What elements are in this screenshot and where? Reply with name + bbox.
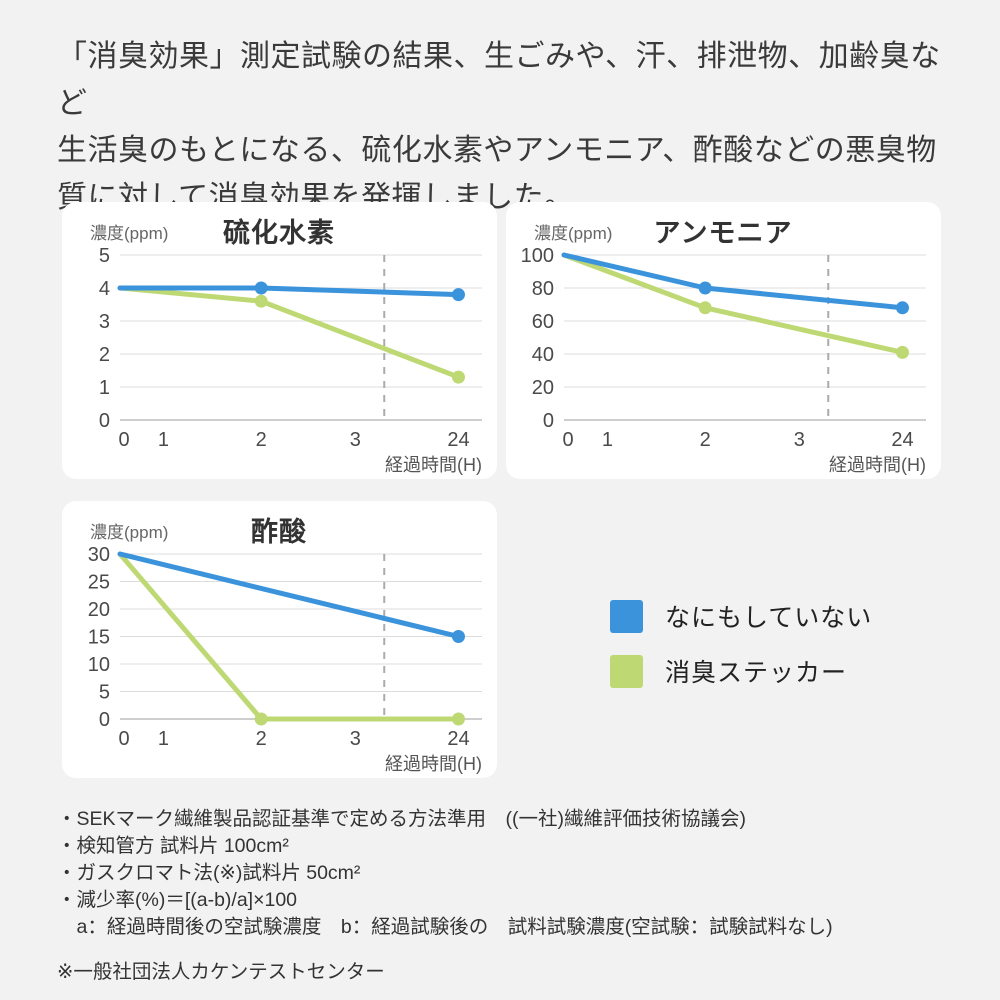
svg-text:経過時間(H): 経過時間(H)	[385, 455, 482, 475]
svg-text:0: 0	[99, 410, 110, 432]
svg-text:1: 1	[602, 429, 613, 451]
svg-text:経過時間(H): 経過時間(H)	[829, 455, 926, 475]
svg-text:24: 24	[891, 429, 913, 451]
test-center-footnote: ※一般社団法人カケンテストセンター	[57, 961, 385, 983]
svg-text:60: 60	[532, 311, 554, 333]
chart-card-hydrogen-sulfide: 0 1 2 3 4 5 0 1 2 3 24 経過時間(H) 濃度(ppm) 硫化水素	[62, 202, 497, 479]
svg-text:0: 0	[562, 429, 573, 451]
svg-text:80: 80	[532, 278, 554, 300]
legend-item-deodorizing-sticker: 消臭ステッカー	[610, 653, 872, 689]
svg-text:4: 4	[99, 278, 110, 300]
svg-text:0: 0	[99, 709, 110, 731]
svg-text:硫化水素: 硫化水素	[223, 217, 335, 248]
svg-text:0: 0	[118, 728, 129, 750]
ammonia-line-chart: 0 20 40 60 80 100 0 1 2 3 24 経過時間(H) 濃度(ppm) アンモニア	[521, 218, 926, 475]
note-line: ・検知管方 試料片 100cm²	[57, 835, 289, 857]
svg-text:20: 20	[88, 599, 110, 621]
svg-text:アンモニア: アンモニア	[654, 218, 793, 248]
note-line: ・SEKマーク繊維製品認証基準で定める方法準用 ((一社)繊維評価技術協議会)	[57, 808, 746, 830]
legend-swatch-blue	[610, 599, 643, 633]
svg-text:濃度(ppm): 濃度(ppm)	[90, 523, 168, 542]
svg-text:0: 0	[543, 410, 554, 432]
svg-text:3: 3	[350, 429, 361, 451]
headline: 「消臭効果」測定試験の結果、生ごみや、汗、排泄物、加齢臭など 生活臭のもとになる…	[57, 40, 941, 214]
svg-text:酢酸: 酢酸	[251, 517, 307, 547]
svg-text:5: 5	[99, 682, 110, 704]
legend: なにもしていない 消臭ステッカー	[610, 598, 872, 689]
note-line: ・ガスクロマト法(※)試料片 50cm²	[57, 862, 361, 884]
hydrogen-sulfide-line-chart: 0 1 2 3 4 5 0 1 2 3 24 経過時間(H) 濃度(ppm) 硫化水素	[90, 217, 482, 475]
svg-text:5: 5	[99, 245, 110, 267]
svg-text:2: 2	[99, 344, 110, 366]
legend-swatch-green	[610, 654, 643, 688]
svg-text:濃度(ppm): 濃度(ppm)	[90, 224, 168, 243]
svg-text:3: 3	[99, 311, 110, 333]
svg-text:1: 1	[99, 377, 110, 399]
svg-text:1: 1	[158, 728, 169, 750]
svg-text:1: 1	[158, 429, 169, 451]
svg-text:15: 15	[88, 627, 110, 649]
svg-text:経過時間(H): 経過時間(H)	[385, 754, 482, 774]
svg-text:0: 0	[118, 429, 129, 451]
note-line: a：経過時間後の空試験濃度 b：経過試験後の 試料試験濃度(空試験：試験試料なし…	[57, 916, 833, 938]
legend-label-deodorizing-sticker: 消臭ステッカー	[665, 659, 848, 687]
svg-text:100: 100	[521, 245, 554, 267]
test-method-notes: ・SEKマーク繊維製品認証基準で定める方法準用 ((一社)繊維評価技術協議会) …	[57, 806, 957, 986]
svg-text:濃度(ppm): 濃度(ppm)	[534, 224, 612, 243]
legend-item-untreated: なにもしていない	[610, 598, 872, 634]
svg-text:25: 25	[88, 572, 110, 594]
chart-card-ammonia: 0 20 40 60 80 100 0 1 2 3 24 経過時間(H) 濃度(ppm) アンモニア	[506, 202, 941, 479]
svg-text:24: 24	[447, 429, 469, 451]
svg-text:3: 3	[350, 728, 361, 750]
chart-card-acetic-acid: 0 5 10 15 20 25 30 0 1 2 3 24 経過時間(H) 濃度(ppm) 酢酸	[62, 501, 497, 778]
svg-text:30: 30	[88, 544, 110, 566]
svg-text:20: 20	[532, 377, 554, 399]
svg-text:2: 2	[256, 429, 267, 451]
svg-text:24: 24	[447, 728, 469, 750]
legend-label-untreated: なにもしていない	[665, 604, 873, 632]
note-line: ・減少率(%)＝[(a-b)/a]×100	[57, 889, 298, 911]
svg-text:2: 2	[256, 728, 267, 750]
svg-text:10: 10	[88, 654, 110, 676]
svg-text:3: 3	[794, 429, 805, 451]
svg-text:2: 2	[700, 429, 711, 451]
acetic-acid-line-chart: 0 5 10 15 20 25 30 0 1 2 3 24 経過時間(H) 濃度(ppm) 酢酸	[88, 517, 482, 774]
svg-text:40: 40	[532, 344, 554, 366]
